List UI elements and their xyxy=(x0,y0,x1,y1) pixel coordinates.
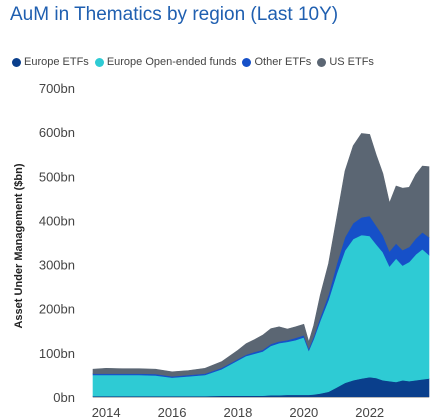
x-tick-labels: 2014 2016 2018 2020 2022 xyxy=(92,405,384,420)
x-tick-label: 2022 xyxy=(355,405,384,420)
legend-marker xyxy=(94,57,104,67)
legend-label: US ETFs xyxy=(329,56,374,68)
legend: Europe ETFs Europe Open-ended funds Other … xyxy=(12,55,380,69)
y-tick-label: 300bn xyxy=(39,258,75,273)
legend-label: Other ETFs xyxy=(254,56,312,68)
y-tick-label: 500bn xyxy=(39,169,75,184)
legend-label: Europe Open-ended funds xyxy=(106,56,237,68)
y-tick-label: 0bn xyxy=(53,390,75,405)
legend-marker xyxy=(242,57,252,67)
x-tick-label: 2018 xyxy=(223,405,252,420)
area-us-etfs xyxy=(92,133,430,377)
x-tick-label: 2020 xyxy=(289,405,318,420)
series-areas xyxy=(92,133,430,398)
legend-item-us-etfs: US ETFs xyxy=(317,56,374,68)
y-axis-title: Asset Under Management ($bn) xyxy=(13,163,25,328)
legend-label: Europe ETFs xyxy=(24,56,89,68)
x-tick-label: 2016 xyxy=(158,405,187,420)
legend-item-europe-etfs: Europe ETFs xyxy=(12,56,89,68)
legend-marker xyxy=(12,57,21,67)
y-tick-label: 400bn xyxy=(39,213,75,228)
x-tick-label: 2014 xyxy=(92,405,121,420)
y-tick-label: 600bn xyxy=(39,125,75,140)
y-tick-label: 200bn xyxy=(39,302,75,317)
legend-marker xyxy=(317,57,327,67)
legend-item-europe-open-ended-funds: Europe Open-ended funds xyxy=(94,56,237,68)
y-tick-labels: 0bn 100bn 200bn 300bn 400bn 500bn 600bn 700bn xyxy=(39,81,75,405)
chart-title: AuM in Thematics by region (Last 10Y) xyxy=(10,4,339,25)
y-tick-label: 700bn xyxy=(39,81,75,96)
y-tick-label: 100bn xyxy=(39,346,75,361)
legend-item-other-etfs: Other ETFs xyxy=(242,56,311,68)
